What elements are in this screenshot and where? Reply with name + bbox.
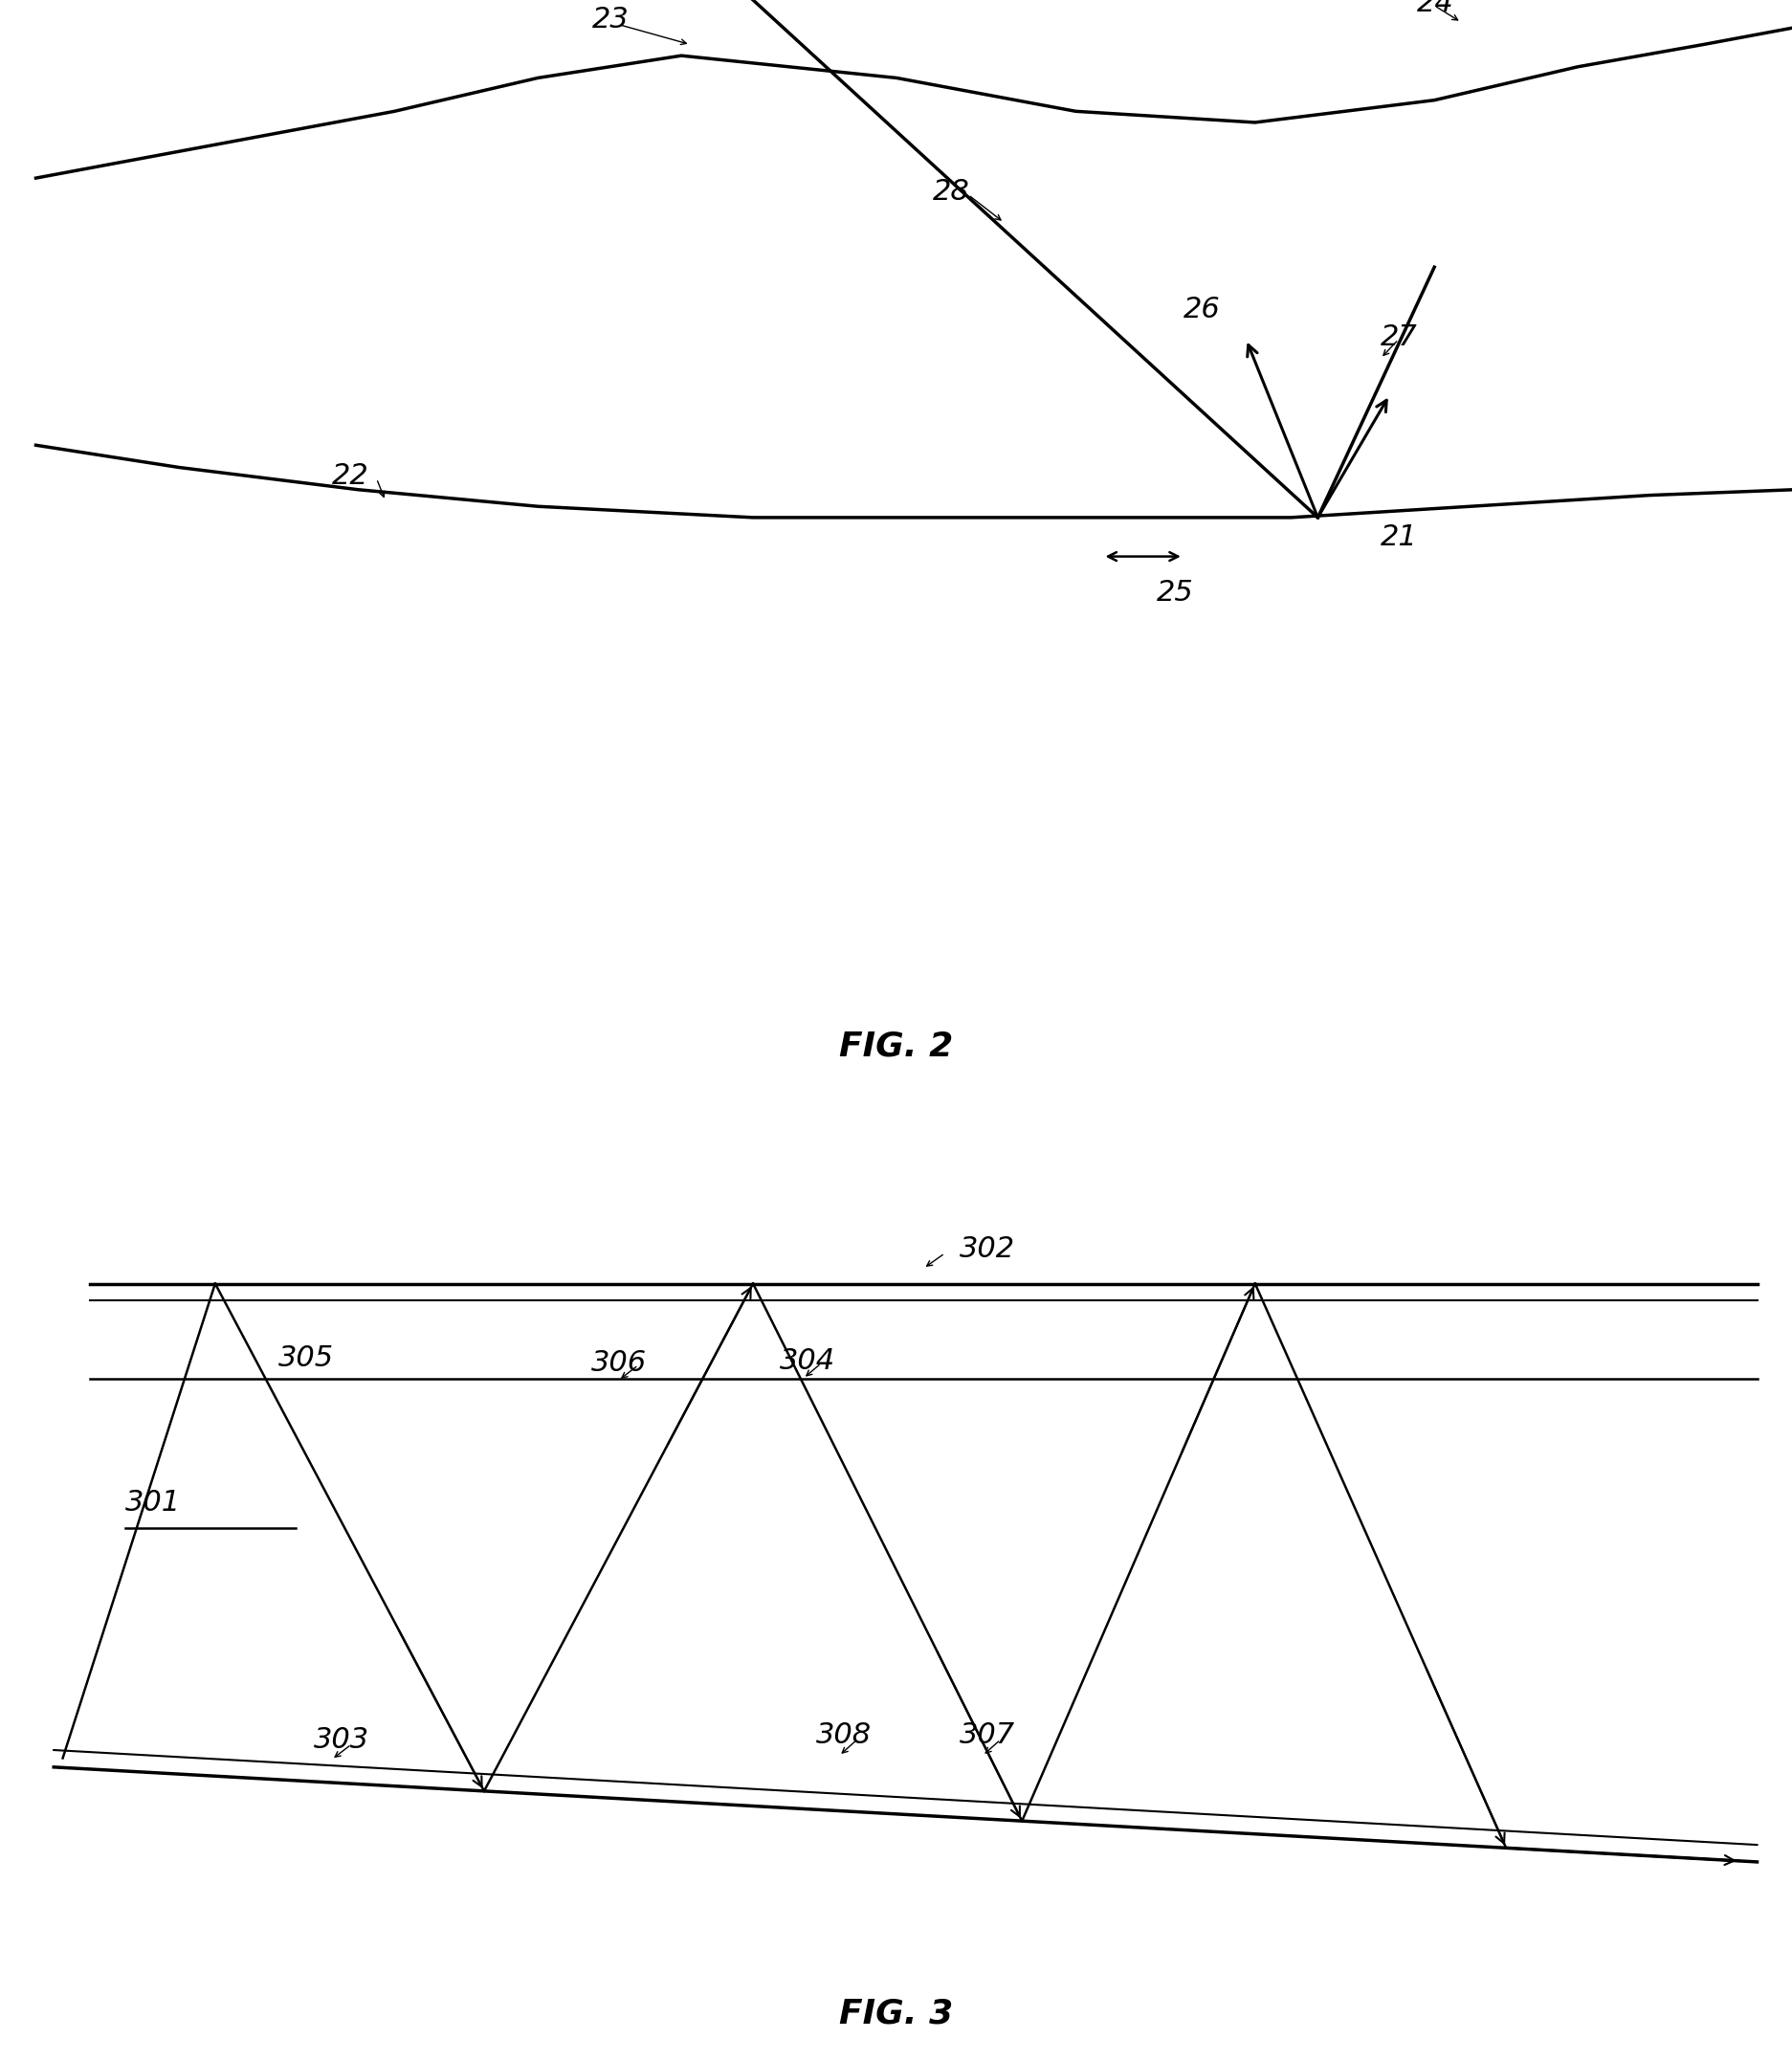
Text: 301: 301 [125, 1490, 181, 1517]
Text: 23: 23 [591, 6, 629, 33]
Text: 303: 303 [314, 1727, 369, 1754]
Text: 307: 307 [959, 1721, 1014, 1750]
Text: 24: 24 [1416, 0, 1453, 16]
Text: 305: 305 [278, 1344, 333, 1373]
Text: 21: 21 [1380, 523, 1417, 550]
Text: 306: 306 [591, 1348, 647, 1377]
Text: 22: 22 [332, 462, 369, 491]
Text: 308: 308 [815, 1721, 871, 1750]
Text: 28: 28 [932, 179, 969, 206]
Text: 27: 27 [1380, 324, 1417, 350]
Text: 26: 26 [1183, 295, 1220, 324]
Text: 304: 304 [780, 1348, 835, 1375]
Text: FIG. 3: FIG. 3 [839, 1997, 953, 2030]
Text: 302: 302 [959, 1235, 1014, 1263]
Text: 25: 25 [1156, 579, 1193, 606]
Text: FIG. 2: FIG. 2 [839, 1030, 953, 1061]
